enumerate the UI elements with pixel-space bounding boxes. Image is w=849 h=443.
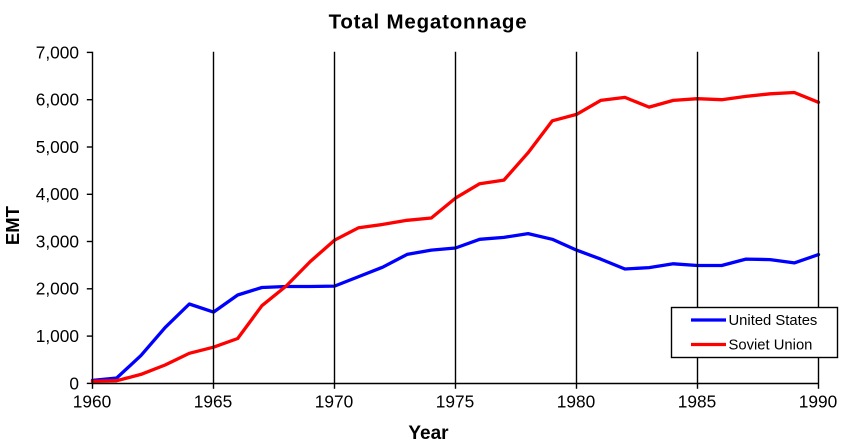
- svg-text:EMT: EMT: [2, 205, 23, 245]
- svg-text:1980: 1980: [557, 392, 595, 412]
- svg-text:6,000: 6,000: [36, 90, 79, 110]
- svg-text:1970: 1970: [315, 392, 353, 412]
- svg-text:United States: United States: [729, 313, 818, 329]
- svg-text:2,000: 2,000: [36, 279, 79, 299]
- svg-text:0: 0: [69, 373, 79, 393]
- svg-text:1990: 1990: [799, 392, 837, 412]
- svg-text:Year: Year: [408, 423, 449, 443]
- svg-text:7,000: 7,000: [36, 42, 79, 62]
- svg-text:1975: 1975: [436, 392, 474, 412]
- svg-text:Soviet Union: Soviet Union: [729, 338, 813, 354]
- svg-text:3,000: 3,000: [36, 231, 79, 251]
- svg-text:1985: 1985: [678, 392, 716, 412]
- svg-text:1,000: 1,000: [36, 326, 79, 346]
- svg-text:4,000: 4,000: [36, 184, 79, 204]
- svg-text:5,000: 5,000: [36, 137, 79, 157]
- svg-text:1960: 1960: [73, 392, 111, 412]
- svg-text:Total Megatonnage: Total Megatonnage: [329, 11, 528, 34]
- svg-text:1965: 1965: [194, 392, 232, 412]
